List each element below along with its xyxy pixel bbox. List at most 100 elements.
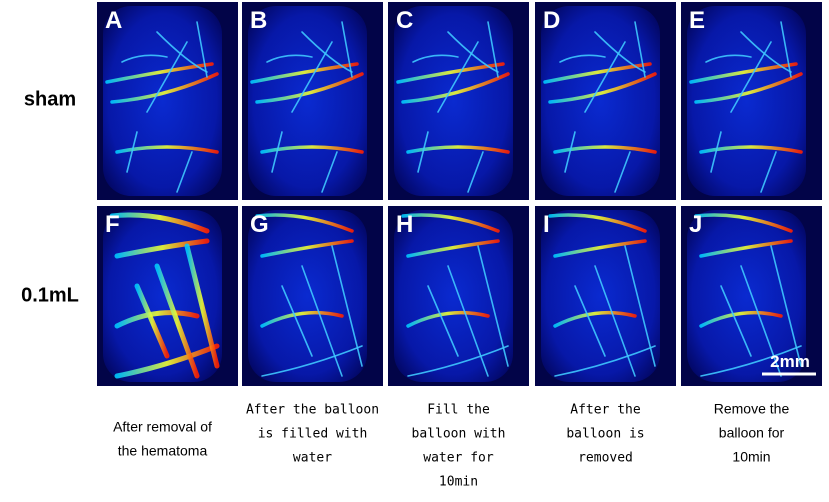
caption-line: balloon is xyxy=(566,427,644,442)
vessel xyxy=(321,151,338,193)
panel-letter: J xyxy=(689,211,702,238)
vessel xyxy=(407,345,509,377)
vessel xyxy=(396,62,505,84)
vessel xyxy=(614,151,631,193)
vessel xyxy=(406,239,500,258)
vessel xyxy=(109,212,210,234)
vessel xyxy=(543,62,652,84)
panel-letter: I xyxy=(543,211,550,238)
vessel xyxy=(447,31,499,73)
vessel xyxy=(634,21,646,78)
panel-letter: F xyxy=(105,211,120,238)
vessel xyxy=(720,285,752,357)
image-panel: C xyxy=(388,2,529,200)
image-panel: D xyxy=(535,2,676,200)
vessel xyxy=(553,239,647,258)
caption-line: After the xyxy=(570,403,641,418)
vessel xyxy=(412,54,459,63)
panel-letter: A xyxy=(105,7,122,34)
caption-line: water xyxy=(293,451,332,466)
vessel xyxy=(740,265,782,377)
caption-line: After the balloon xyxy=(246,403,379,418)
image-panel: A xyxy=(97,2,238,200)
caption-line: is filled with xyxy=(258,427,368,442)
vessel xyxy=(770,245,802,367)
vessel xyxy=(114,343,220,379)
vessel xyxy=(699,239,793,258)
vessel xyxy=(760,151,777,193)
caption-line: 10min xyxy=(732,449,770,465)
vessel xyxy=(574,285,606,357)
vessel xyxy=(271,131,283,173)
vessel xyxy=(110,72,219,104)
vessel xyxy=(780,21,792,78)
vessel xyxy=(115,145,219,154)
vessel xyxy=(301,265,343,377)
caption-line: balloon for xyxy=(719,425,785,441)
vessel xyxy=(176,151,193,193)
image-panel: J xyxy=(681,206,822,386)
vessel xyxy=(114,238,210,259)
panel-letter: D xyxy=(543,7,560,34)
vessel xyxy=(281,285,313,357)
caption-line: the hematoma xyxy=(118,443,208,459)
vessel xyxy=(156,31,208,73)
vessel xyxy=(699,145,803,154)
image-panel: I xyxy=(535,206,676,386)
vessel xyxy=(554,345,656,377)
brain-region xyxy=(541,210,660,382)
vessel xyxy=(261,345,363,377)
vessel xyxy=(689,62,798,84)
caption-line: Fill the xyxy=(427,403,490,418)
vessel xyxy=(705,54,752,63)
panel-letter: H xyxy=(396,211,413,238)
vessel xyxy=(467,151,484,193)
vessel xyxy=(260,310,344,328)
vessel xyxy=(548,72,657,104)
vessel xyxy=(594,31,646,73)
vessel xyxy=(548,213,647,233)
vessel xyxy=(710,131,722,173)
vessel xyxy=(121,54,168,63)
vessel xyxy=(624,245,656,367)
vessel xyxy=(105,62,214,84)
vessel xyxy=(417,131,429,173)
panel-letter: G xyxy=(250,211,269,238)
caption-line: After removal of xyxy=(113,419,212,435)
vessel xyxy=(406,310,490,328)
vessel xyxy=(694,213,793,233)
image-panel: H xyxy=(388,206,529,386)
image-panel: B xyxy=(242,2,383,200)
vessel xyxy=(553,310,637,328)
image-panel: F xyxy=(97,206,238,386)
brain-region xyxy=(103,210,222,382)
vessel xyxy=(564,131,576,173)
vessel xyxy=(196,21,208,78)
vessel xyxy=(154,263,200,379)
scale-bar-label: 2mm xyxy=(770,352,810,371)
image-panel: E xyxy=(681,2,822,200)
vessel xyxy=(401,72,510,104)
vessel xyxy=(301,31,353,73)
vessel xyxy=(699,310,783,328)
vessel xyxy=(487,21,499,78)
vessel xyxy=(406,145,510,154)
vessel xyxy=(477,245,509,367)
vessel xyxy=(594,265,636,377)
vessel xyxy=(341,21,353,78)
vessel xyxy=(740,31,792,73)
vessel xyxy=(255,72,364,104)
vessel xyxy=(114,310,200,329)
panel-letter: B xyxy=(250,7,267,34)
vessel xyxy=(447,265,489,377)
vessel xyxy=(255,213,354,233)
vessel xyxy=(184,243,220,369)
caption-line: water for xyxy=(423,451,494,466)
vessel xyxy=(553,145,657,154)
vessel xyxy=(126,131,138,173)
vessel xyxy=(260,145,364,154)
vessel xyxy=(694,72,803,104)
vessel xyxy=(700,345,802,377)
panel-letter: C xyxy=(396,7,413,34)
